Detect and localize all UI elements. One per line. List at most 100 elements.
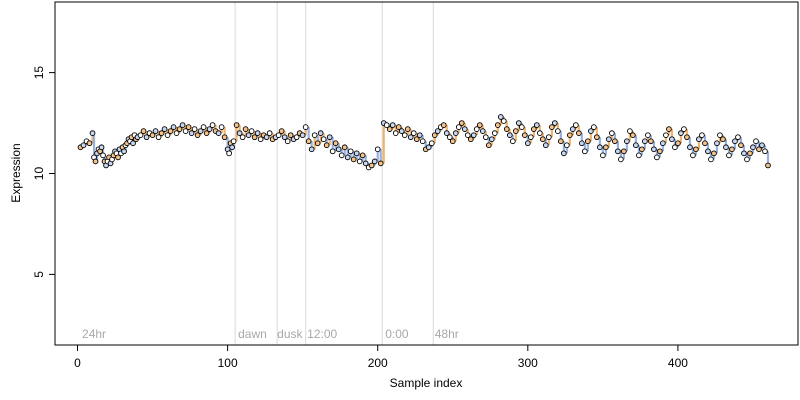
region-label: 12:00 [307,327,337,341]
region-label: 0:00 [385,327,409,341]
data-point [392,130,399,136]
data-point [236,130,243,136]
data-point [317,130,324,136]
data-point [386,126,393,132]
data-point [696,136,702,143]
data-point [560,150,567,157]
data-point [449,138,456,145]
data-point [121,148,127,155]
data-point [218,124,225,130]
data-point [464,132,471,139]
data-point [705,148,711,155]
data-point [229,144,235,151]
data-point [729,146,735,153]
data-point [509,138,516,145]
data-point [551,120,558,126]
data-point [226,150,232,157]
region-label: dawn [238,327,267,341]
data-point [741,150,747,157]
data-point [434,128,441,134]
data-point [699,132,705,139]
data-point [515,120,522,126]
data-point [533,122,540,128]
data-point [254,130,261,136]
data-point [542,142,549,149]
data-point [690,152,696,159]
data-point [756,146,762,153]
data-point [479,128,486,134]
data-point [242,126,249,132]
data-point [377,160,384,167]
data-point [497,114,504,120]
x-tick-label: 100 [218,356,238,370]
data-point [618,156,624,163]
data-point [527,134,534,141]
data-point [338,152,345,159]
data-point [582,148,588,155]
data-points [77,114,771,171]
data-point [248,128,255,134]
x-tick-label: 0 [74,356,81,370]
data-point [329,148,336,155]
data-point [203,130,210,136]
data-point [89,130,96,136]
data-point [155,134,162,141]
data-point [554,128,561,134]
data-point [293,134,300,141]
data-point [630,132,636,139]
data-point [597,144,603,151]
data-point [524,140,531,147]
boundary-lines [234,2,434,345]
x-tick-label: 400 [668,356,688,370]
data-point [419,138,426,145]
data-point [609,130,615,136]
data-point [693,146,699,153]
data-point [284,138,291,145]
data-point [491,130,498,136]
data-point [173,130,180,136]
data-point [257,136,264,143]
region-labels: 24hr dawn dusk 12:00 0:00 48hr [82,327,459,341]
data-point [711,150,717,157]
data-point [548,124,555,130]
data-point [539,136,546,143]
data-point [455,124,462,130]
data-point [215,130,222,136]
data-point [158,130,165,136]
y-tick-label: 5 [32,271,46,278]
data-point [627,128,633,134]
data-point [425,144,432,151]
data-point [651,146,657,153]
region-label: 24hr [82,327,106,341]
data-point [335,146,342,153]
data-point [395,124,402,130]
data-point [161,126,168,132]
data-point [401,132,408,139]
data-point [170,124,177,130]
data-point [639,146,645,153]
data-point [753,138,759,145]
data-point [275,132,282,139]
data-point [80,142,87,149]
data-point [612,138,618,145]
data-point [245,132,252,139]
data-point [708,156,714,163]
data-point [648,138,654,145]
x-tick-label: 200 [368,356,388,370]
data-point [636,152,642,159]
data-point [717,132,723,139]
data-point [678,130,684,136]
data-point [621,148,627,155]
data-point [591,124,597,130]
data-point [410,130,417,136]
data-point [666,126,672,132]
data-point [281,134,288,141]
data-point [633,142,639,149]
data-point [675,140,681,147]
data-point [594,134,600,141]
data-point [278,128,285,134]
data-point [209,122,216,128]
data-point [431,132,438,139]
data-point [149,132,156,139]
y-axis-label: Expression [9,143,23,202]
